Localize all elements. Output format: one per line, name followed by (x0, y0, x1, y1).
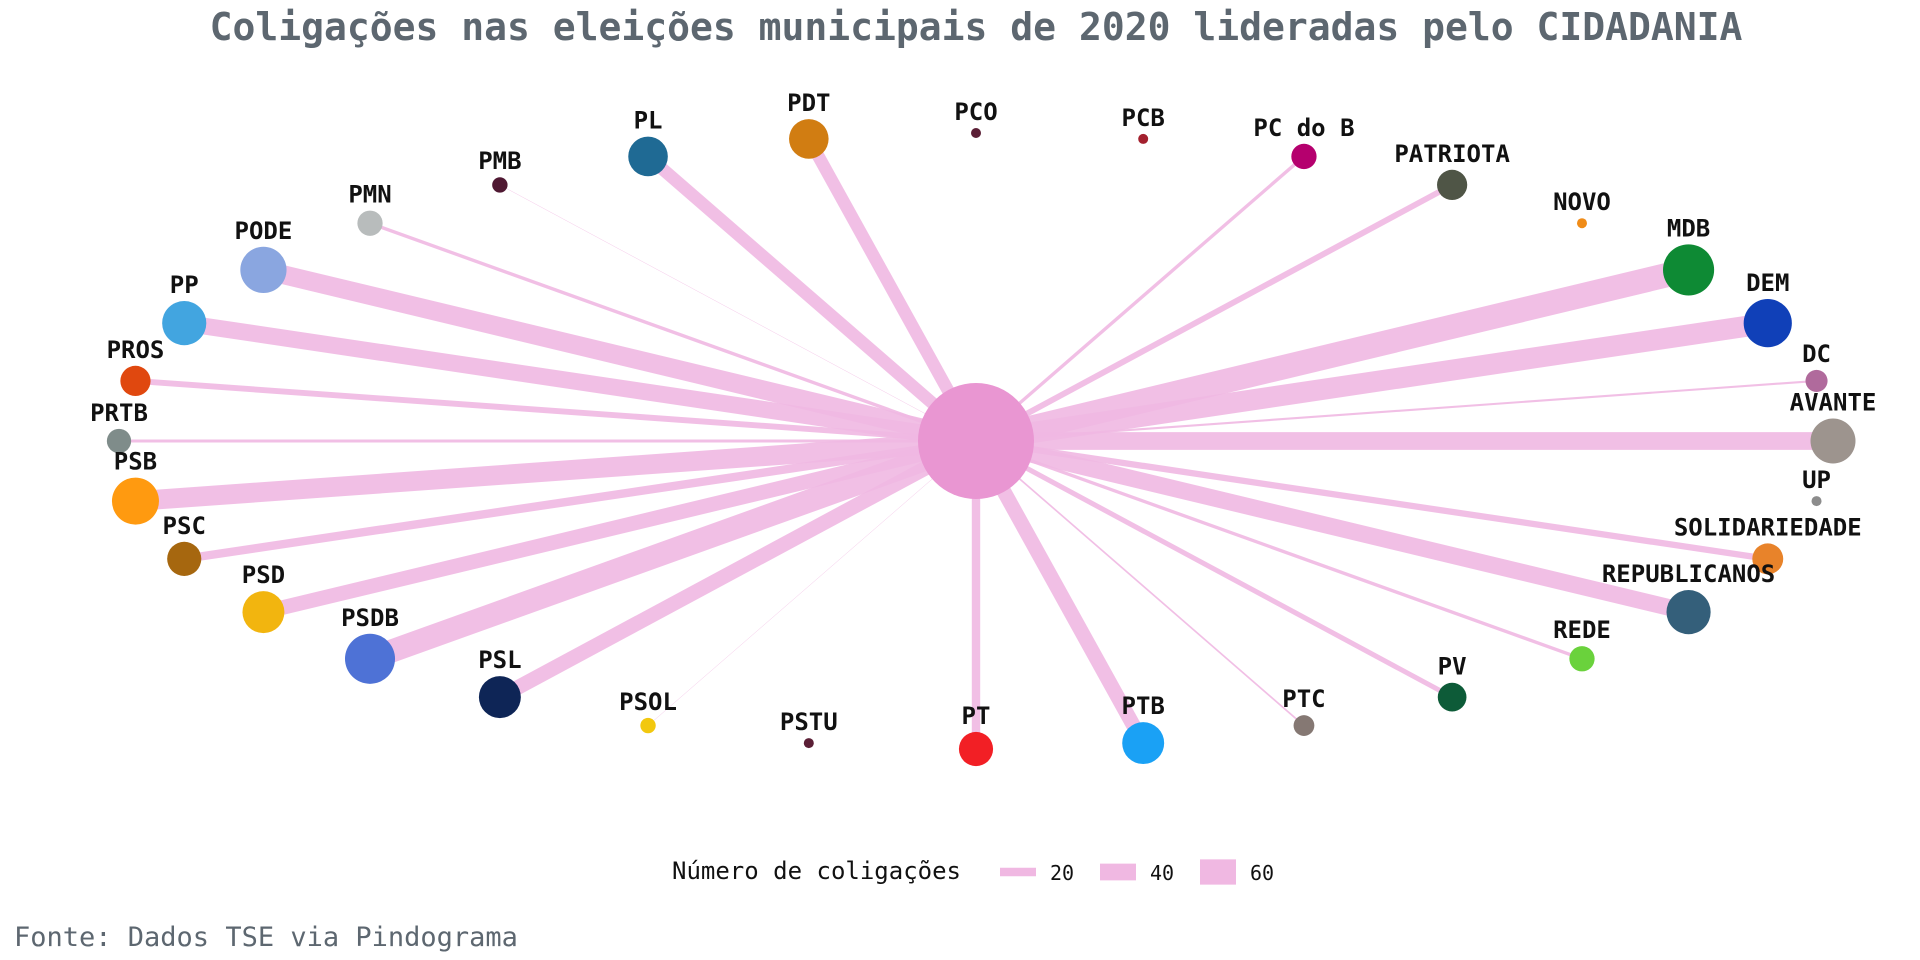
node-dc (1805, 369, 1828, 392)
legend-label-60: 60 (1250, 861, 1274, 885)
edge-dc (975, 379, 1817, 443)
node-label-ptc: PTC (1282, 685, 1325, 713)
node-label-psb: PSB (114, 448, 157, 476)
node-psl (478, 676, 521, 719)
center-node-cidadania (918, 383, 1034, 499)
node-label-pros: PROS (107, 336, 165, 364)
node-psol (640, 717, 656, 734)
node-pmn (357, 210, 383, 236)
node-pstu (803, 738, 814, 749)
node-rede (1569, 646, 1595, 672)
node-label-pv: PV (1438, 653, 1467, 681)
node-novo (1576, 218, 1587, 229)
edge-pv (974, 438, 1454, 700)
node-label-dc: DC (1802, 340, 1831, 368)
edge-pmb (499, 184, 977, 442)
node-label-psol: PSOL (619, 688, 677, 716)
edge-psol (647, 440, 977, 726)
node-label-avante: AVANTE (1790, 389, 1877, 417)
legend-label-20: 20 (1050, 861, 1074, 885)
node-label-pl: PL (634, 107, 663, 135)
node-solidariedade (1752, 543, 1784, 575)
node-pv (1437, 682, 1467, 712)
node-label-mdb: MDB (1667, 214, 1710, 242)
node-label-rede: REDE (1553, 616, 1611, 644)
node-label-patriota: PATRIOTA (1394, 140, 1510, 168)
node-label-ptb: PTB (1122, 692, 1165, 720)
node-dem (1743, 299, 1792, 348)
node-label-pc-do-b: PC do B (1253, 114, 1354, 142)
node-pdt (789, 119, 829, 159)
node-ptb (1122, 722, 1165, 765)
node-psc (167, 541, 202, 576)
node-republicanos (1666, 590, 1711, 635)
node-label-pstu: PSTU (780, 708, 838, 736)
edge-patriota (974, 182, 1454, 444)
edge-psl (496, 434, 980, 704)
nodes-layer (106, 119, 1856, 767)
node-pode (240, 246, 287, 293)
node-patriota (1437, 169, 1468, 201)
edge-pp (182, 314, 978, 450)
node-pl (628, 136, 668, 177)
edge-solidariedade (975, 437, 1769, 562)
edge-psb (134, 431, 977, 511)
legend-items: 20 40 60 (1000, 859, 1274, 885)
node-label-dem: DEM (1746, 269, 1789, 297)
edge-pc-do-b (974, 155, 1306, 443)
edge-pl (643, 151, 981, 446)
node-pros (120, 365, 151, 397)
node-label-psd: PSD (242, 561, 285, 589)
source-note: Fonte: Dados TSE via Pindograma (14, 922, 518, 953)
edge-dem (974, 312, 1770, 452)
node-label-psdb: PSDB (341, 604, 399, 632)
node-mdb (1663, 244, 1715, 296)
node-psd (242, 591, 285, 634)
edge-pmn (369, 221, 977, 443)
edge-psdb (366, 430, 980, 670)
edge-republicanos (974, 432, 1691, 621)
node-label-republicanos: REPUBLICANOS (1602, 560, 1775, 588)
node-pc-do-b (1291, 143, 1317, 170)
node-pcb (1138, 133, 1149, 144)
edge-psd (261, 433, 978, 620)
node-label-pmn: PMN (348, 181, 391, 209)
node-label-pcb: PCB (1122, 104, 1165, 132)
node-pmb (492, 177, 508, 193)
node-label-psc: PSC (163, 512, 206, 540)
node-label-pt: PT (962, 702, 991, 730)
edge-mdb (973, 258, 1692, 453)
legend-title: Número de coligações (672, 857, 961, 885)
node-avante (1810, 418, 1856, 464)
node-label-pmb: PMB (478, 147, 521, 175)
node-prtb (106, 428, 132, 454)
node-label-pdt: PDT (787, 89, 830, 117)
labels-layer: PCO PCB PC do B PATRIOTA NOVO MDB DEM DC AVANTE U… (90, 89, 1876, 736)
chart-title: Coligações nas eleições municipais de 20… (210, 5, 1743, 49)
node-pco (971, 128, 981, 138)
legend: Número de coligações 20 40 60 (672, 857, 1274, 885)
node-pt (958, 731, 994, 767)
node-label-psl: PSL (478, 646, 521, 674)
node-label-up: UP (1802, 466, 1831, 494)
node-label-prtb: PRTB (90, 399, 148, 427)
node-label-solidariedade: SOLIDARIEDADE (1674, 513, 1862, 541)
edge-pros (135, 377, 977, 444)
node-ptc (1293, 715, 1315, 736)
node-pp (162, 301, 207, 346)
legend-label-40: 40 (1150, 861, 1174, 885)
edge-psc (183, 436, 977, 564)
node-label-pco: PCO (954, 98, 997, 126)
node-label-pp: PP (170, 271, 199, 299)
node-label-novo: NOVO (1553, 188, 1611, 216)
node-psb (111, 477, 159, 525)
edge-rede (975, 439, 1583, 661)
node-up (1811, 496, 1822, 507)
edge-ptc (975, 440, 1305, 727)
node-label-pode: PODE (235, 217, 293, 245)
node-psdb (344, 633, 396, 684)
edge-pode (261, 260, 979, 451)
